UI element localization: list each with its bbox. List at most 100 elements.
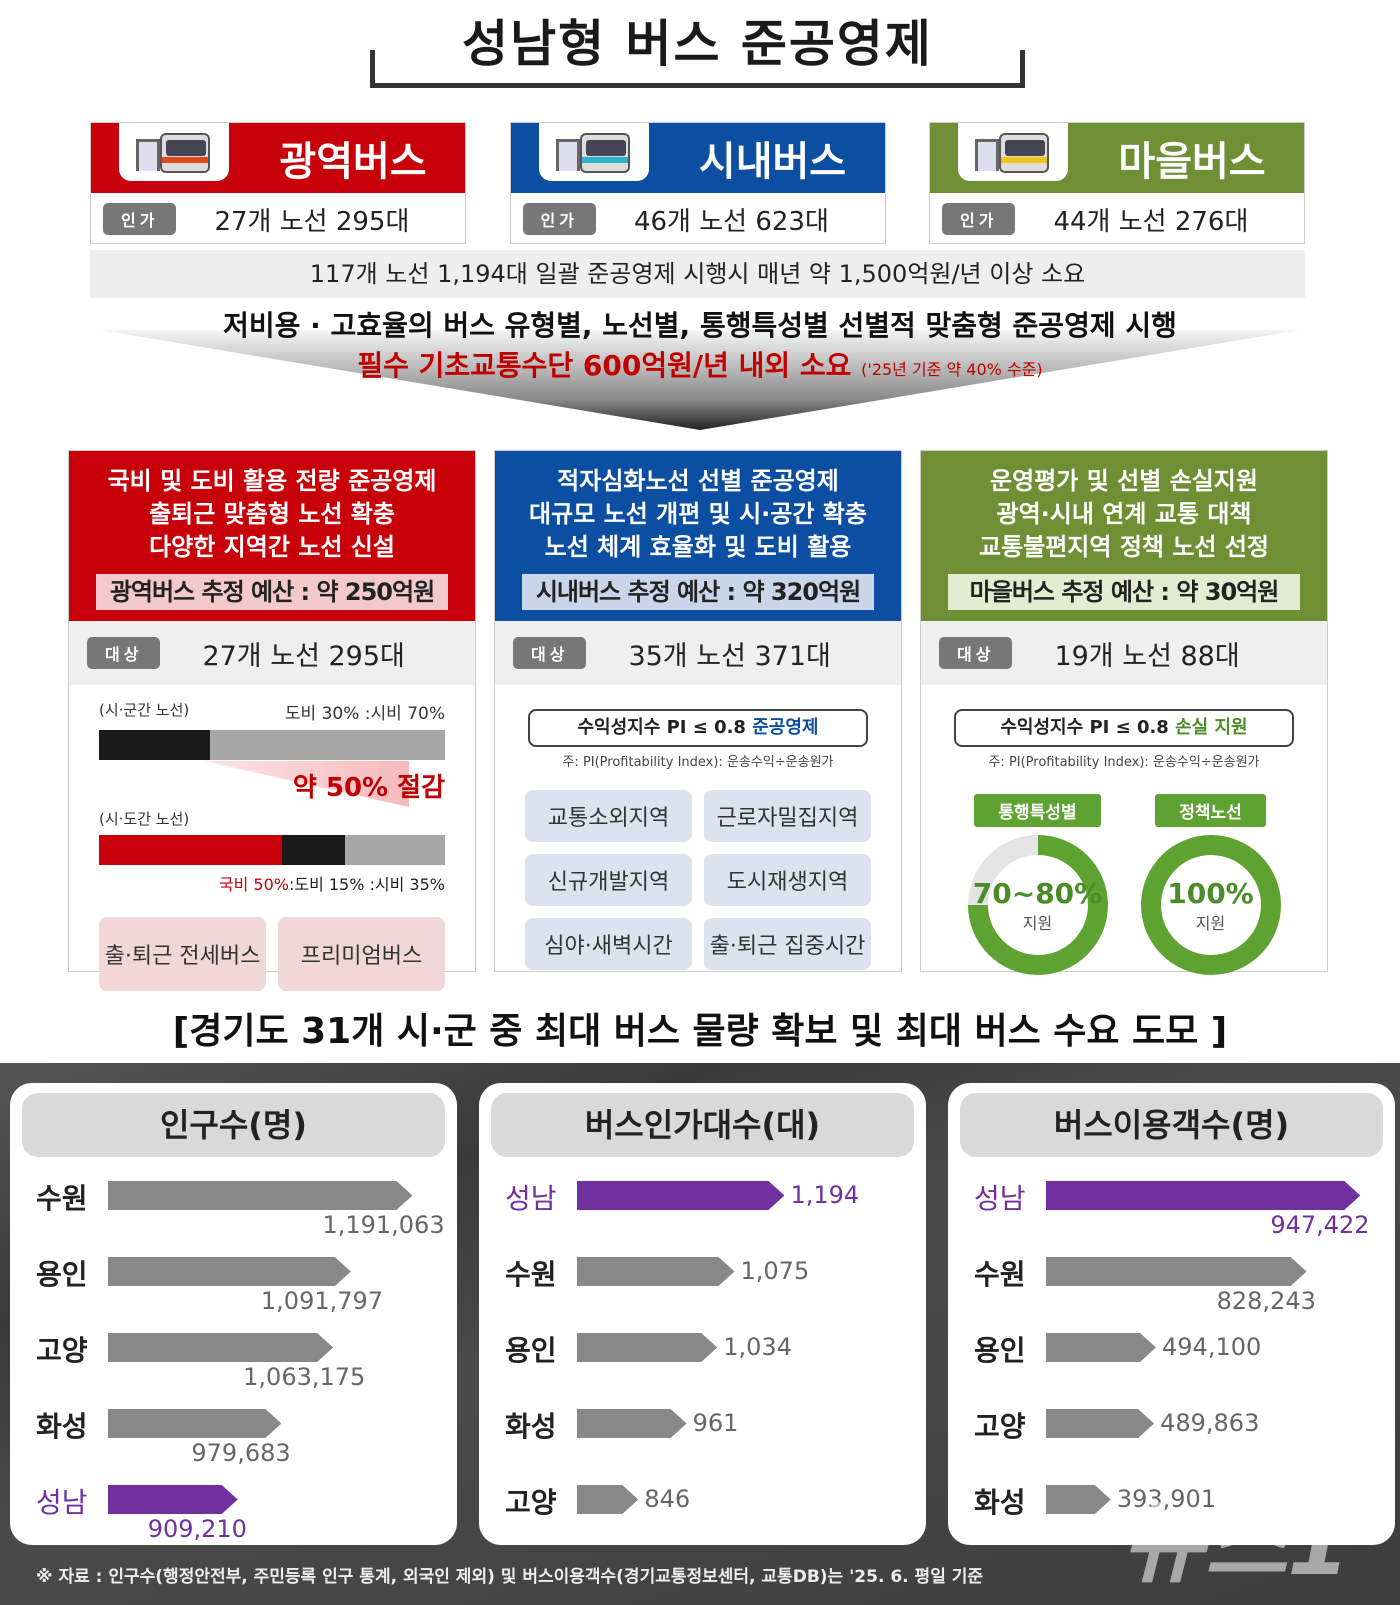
bar-category: 화성 xyxy=(36,1410,88,1443)
plan-sinae: 적자심화노선 선별 준공영제 대규모 노선 개편 및 시·공간 확충 노선 체계 효… xyxy=(494,450,902,972)
bus-card-sinae: 시내버스 인가 46개 노선 623대 xyxy=(509,122,886,244)
bar xyxy=(108,1409,281,1438)
bar-row: 용인 1,034 xyxy=(491,1317,914,1393)
bus-stats: 44개 노선 276대 xyxy=(1053,206,1249,237)
pi-note: 주: PI(Profitability Index): 운송수익÷운송원가 xyxy=(562,755,834,770)
chip: 출·퇴근 집중시간 xyxy=(704,918,871,970)
chip: 도시재생지역 xyxy=(704,854,871,906)
bar-row: 고양 489,863 xyxy=(960,1393,1383,1469)
bar-category: 고양 xyxy=(505,1486,557,1519)
bar-category: 고양 xyxy=(36,1334,88,1367)
bar-row: 고양 1,063,175 xyxy=(22,1317,445,1393)
arrow-subline: 필수 기초교통수단 600억원/년 내외 소요 ('25년 기준 약 40% 수… xyxy=(357,349,1043,382)
bar-value: 1,063,175 xyxy=(243,1363,366,1391)
bar-value: 1,194 xyxy=(790,1181,860,1209)
plan-summary: 국비 및 도비 활용 전량 준공영제 출퇴근 맞춤형 노선 확충 다양한 지역간 노… xyxy=(69,451,475,621)
bar xyxy=(1046,1181,1360,1210)
bar-row: 화성 961 xyxy=(491,1393,914,1469)
chip: 출·퇴근 전세버스 xyxy=(99,917,266,991)
chart-title: 인구수(명) xyxy=(22,1093,445,1157)
bus-card-gwangyeok: 광역버스 인가 27개 노선 295대 xyxy=(90,122,466,244)
bar xyxy=(1046,1333,1156,1362)
bar-value: 1,191,063 xyxy=(322,1211,445,1239)
bar-row: 수원 1,191,063 xyxy=(22,1165,445,1241)
bus-icon xyxy=(975,129,1051,175)
ratio2-value: 국비 50%:도비 15% :시비 35% xyxy=(218,875,445,894)
bar-value: 489,863 xyxy=(1160,1409,1260,1437)
chip: 근로자밀집지역 xyxy=(704,790,871,842)
bar-row: 용인 1,091,797 xyxy=(22,1241,445,1317)
bus-stats: 46개 노선 623대 xyxy=(633,206,829,237)
target-stats: 35개 노선 371대 xyxy=(628,640,831,672)
budget-label: 광역버스 추정 예산 : 약 250억원 xyxy=(96,574,448,610)
donut-traffic: 통행특성별 70~80% 지원 xyxy=(967,794,1108,975)
approval-badge: 인가 xyxy=(103,203,177,235)
bar-category: 수원 xyxy=(36,1182,88,1215)
bar xyxy=(577,1257,735,1286)
bar-category: 성남 xyxy=(36,1486,88,1519)
funnel-arrow: 저비용 · 고효율의 버스 유형별, 노선별, 통행특성별 선별적 맞춤형 준공… xyxy=(100,300,1300,430)
watermark-logo: 뉴스1 xyxy=(1121,1491,1350,1596)
target-badge: 대상 xyxy=(939,637,1013,669)
pi-criteria: 수익성지수 PI ≤ 0.8 손실 지원 xyxy=(954,709,1294,747)
bar-category: 용인 xyxy=(36,1258,88,1291)
bar-category: 성남 xyxy=(974,1182,1026,1215)
bar xyxy=(577,1181,784,1210)
bar-category: 화성 xyxy=(505,1410,557,1443)
bus-card-header: 마을버스 xyxy=(930,123,1304,193)
bar xyxy=(1046,1485,1111,1514)
bar-value: 947,422 xyxy=(1270,1211,1370,1239)
bus-stats: 27개 노선 295대 xyxy=(214,206,410,237)
chart-bus-approved: 버스인가대수(대) 성남 1,194 수원 1,075 용인 1,034 화성 961 고양 84… xyxy=(479,1083,926,1545)
bar-category: 수원 xyxy=(974,1258,1026,1291)
bus-card-header: 광역버스 xyxy=(91,123,465,193)
bar-value: 846 xyxy=(644,1485,691,1513)
target-row: 대상 19개 노선 88대 xyxy=(921,621,1327,685)
bar-category: 수원 xyxy=(505,1258,557,1291)
bar-value: 961 xyxy=(692,1409,739,1437)
bar-category: 고양 xyxy=(974,1410,1026,1443)
bar-category: 용인 xyxy=(505,1334,557,1367)
target-row: 대상 35개 노선 371대 xyxy=(495,621,901,685)
donut-tag: 통행특성별 xyxy=(974,794,1101,827)
stats-row: 인구수(명) 수원 1,191,063 용인 1,091,797 고양 1,063,175… xyxy=(10,1083,1395,1545)
target-stats: 27개 노선 295대 xyxy=(202,640,405,672)
chip: 프리미엄버스 xyxy=(278,917,445,991)
target-badge: 대상 xyxy=(87,637,161,669)
bus-icon xyxy=(136,129,212,175)
bar xyxy=(577,1485,638,1514)
total-cost-bar: 117개 노선 1,194대 일괄 준공영제 시행시 매년 약 1,500억원/… xyxy=(90,250,1305,298)
bar xyxy=(108,1333,333,1362)
chart-bus-riders: 버스이용객수(명) 성남 947,422 수원 828,243 용인 494,100 고양 4… xyxy=(948,1083,1395,1545)
section-title: [경기도 31개 시·군 중 최대 버스 물량 확보 및 최대 버스 수요 도모… xyxy=(172,1011,1228,1052)
approval-badge: 인가 xyxy=(522,203,596,235)
donut-chart: 100% 지원 xyxy=(1140,835,1281,975)
plan-row: 국비 및 도비 활용 전량 준공영제 출퇴근 맞춤형 노선 확충 다양한 지역간 노… xyxy=(68,450,1328,991)
chart-population: 인구수(명) 수원 1,191,063 용인 1,091,797 고양 1,063,175… xyxy=(10,1083,457,1545)
bar xyxy=(108,1485,238,1514)
chart-title: 버스인가대수(대) xyxy=(491,1093,914,1157)
bus-icon xyxy=(555,129,632,175)
chart-title: 버스이용객수(명) xyxy=(960,1093,1383,1157)
bus-type-name: 광역버스 xyxy=(279,139,427,185)
plan-maeul: 운영평가 및 선별 손실지원 광역·시내 연계 교통 대책 교통불편지역 정책 노선… xyxy=(920,450,1328,975)
chip: 심야·새벽시간 xyxy=(525,918,692,970)
donut-chart: 70~80% 지원 xyxy=(967,835,1108,975)
bar-category: 화성 xyxy=(974,1486,1026,1519)
pi-note: 주: PI(Profitability Index): 운송수익÷운송원가 xyxy=(988,755,1260,770)
bar-row: 고양 846 xyxy=(491,1469,914,1545)
saving-label: 약 50% 절감 xyxy=(292,773,445,803)
bus-type-row: 광역버스 인가 27개 노선 295대 시내버스 인가 46개 노선 623대 마을… xyxy=(90,122,1305,244)
title-block: 성남형 버스 준공영제 xyxy=(370,0,1025,88)
ratio1-label: (시·군간 노선) xyxy=(99,701,190,719)
bar-row: 화성 393,901 xyxy=(960,1469,1383,1545)
plan-gwangyeok: 국비 및 도비 활용 전량 준공영제 출퇴근 맞춤형 노선 확충 다양한 지역간 노… xyxy=(68,450,476,991)
budget-label: 마을버스 추정 예산 : 약 30억원 xyxy=(948,574,1300,610)
bar-value: 828,243 xyxy=(1216,1287,1316,1315)
bar-value: 979,683 xyxy=(191,1439,291,1467)
bar-row: 성남 947,422 xyxy=(960,1165,1383,1241)
bar-value: 494,100 xyxy=(1162,1333,1262,1361)
target-stats: 19개 노선 88대 xyxy=(1054,640,1240,672)
bar xyxy=(577,1409,687,1438)
bar-row: 수원 828,243 xyxy=(960,1241,1383,1317)
